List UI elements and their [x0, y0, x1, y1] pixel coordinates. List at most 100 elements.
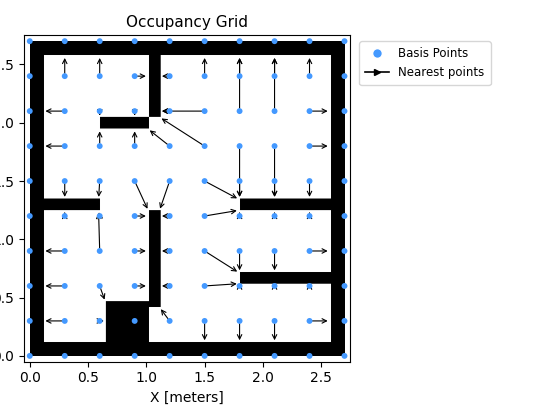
Basis Points [270, 143, 279, 150]
Basis Points [130, 108, 139, 115]
Basis Points [305, 38, 314, 45]
Basis Points [235, 108, 244, 115]
Basis Points [200, 283, 209, 289]
Basis Points [130, 143, 139, 150]
Basis Points [340, 283, 349, 289]
Basis Points [235, 283, 244, 289]
Basis Points [25, 318, 34, 324]
Title: Occupancy Grid: Occupancy Grid [126, 15, 248, 30]
Basis Points [200, 108, 209, 115]
Basis Points [235, 178, 244, 184]
Basis Points [25, 143, 34, 150]
Basis Points [165, 143, 174, 150]
Basis Points [165, 352, 174, 359]
Basis Points [200, 318, 209, 324]
X-axis label: X [meters]: X [meters] [150, 391, 224, 405]
Basis Points [200, 38, 209, 45]
Basis Points [25, 38, 34, 45]
Basis Points [305, 143, 314, 150]
Basis Points [60, 352, 69, 359]
Basis Points [235, 73, 244, 79]
Basis Points [270, 283, 279, 289]
Basis Points [95, 178, 104, 184]
Basis Points [95, 248, 104, 255]
Basis Points [305, 248, 314, 255]
Basis Points [165, 283, 174, 289]
Basis Points [165, 108, 174, 115]
Basis Points [270, 248, 279, 255]
Basis Points [130, 318, 139, 324]
Basis Points [165, 213, 174, 219]
Basis Points [340, 38, 349, 45]
Basis Points [25, 352, 34, 359]
Basis Points [95, 318, 104, 324]
Basis Points [340, 73, 349, 79]
Basis Points [270, 108, 279, 115]
Basis Points [305, 178, 314, 184]
Basis Points [270, 352, 279, 359]
Basis Points [130, 178, 139, 184]
Basis Points [95, 73, 104, 79]
Basis Points [200, 352, 209, 359]
Basis Points [130, 248, 139, 255]
Basis Points [165, 248, 174, 255]
Basis Points [95, 108, 104, 115]
Basis Points [340, 318, 349, 324]
Basis Points [305, 352, 314, 359]
Basis Points [60, 283, 69, 289]
Basis Points [25, 213, 34, 219]
Basis Points [235, 318, 244, 324]
Basis Points [200, 248, 209, 255]
Basis Points [165, 38, 174, 45]
Basis Points [305, 318, 314, 324]
Basis Points [25, 248, 34, 255]
Basis Points [60, 73, 69, 79]
Basis Points [130, 73, 139, 79]
Basis Points [270, 178, 279, 184]
Basis Points [130, 38, 139, 45]
Basis Points [95, 283, 104, 289]
Basis Points [270, 38, 279, 45]
Basis Points [235, 143, 244, 150]
Basis Points [340, 352, 349, 359]
Basis Points [60, 248, 69, 255]
Basis Points [340, 178, 349, 184]
Basis Points [25, 178, 34, 184]
Basis Points [340, 108, 349, 115]
Basis Points [165, 73, 174, 79]
Basis Points [305, 108, 314, 115]
Basis Points [340, 143, 349, 150]
Basis Points [200, 73, 209, 79]
Basis Points [95, 213, 104, 219]
Basis Points [25, 73, 34, 79]
Basis Points [200, 213, 209, 219]
Basis Points [270, 318, 279, 324]
Basis Points [25, 283, 34, 289]
Basis Points [165, 178, 174, 184]
Basis Points [235, 248, 244, 255]
Basis Points [340, 213, 349, 219]
Basis Points [60, 213, 69, 219]
Basis Points [60, 108, 69, 115]
Basis Points [60, 38, 69, 45]
Basis Points [270, 213, 279, 219]
Basis Points [235, 352, 244, 359]
Basis Points [270, 73, 279, 79]
Basis Points [200, 178, 209, 184]
Basis Points [235, 38, 244, 45]
Basis Points [130, 352, 139, 359]
Legend: Basis Points, Nearest points: Basis Points, Nearest points [360, 41, 491, 85]
Basis Points [130, 213, 139, 219]
Basis Points [130, 283, 139, 289]
Basis Points [25, 108, 34, 115]
Basis Points [95, 38, 104, 45]
Basis Points [200, 143, 209, 150]
Basis Points [95, 143, 104, 150]
Basis Points [305, 213, 314, 219]
Basis Points [340, 248, 349, 255]
Basis Points [60, 318, 69, 324]
Basis Points [60, 143, 69, 150]
Basis Points [95, 352, 104, 359]
Basis Points [60, 178, 69, 184]
Basis Points [165, 318, 174, 324]
